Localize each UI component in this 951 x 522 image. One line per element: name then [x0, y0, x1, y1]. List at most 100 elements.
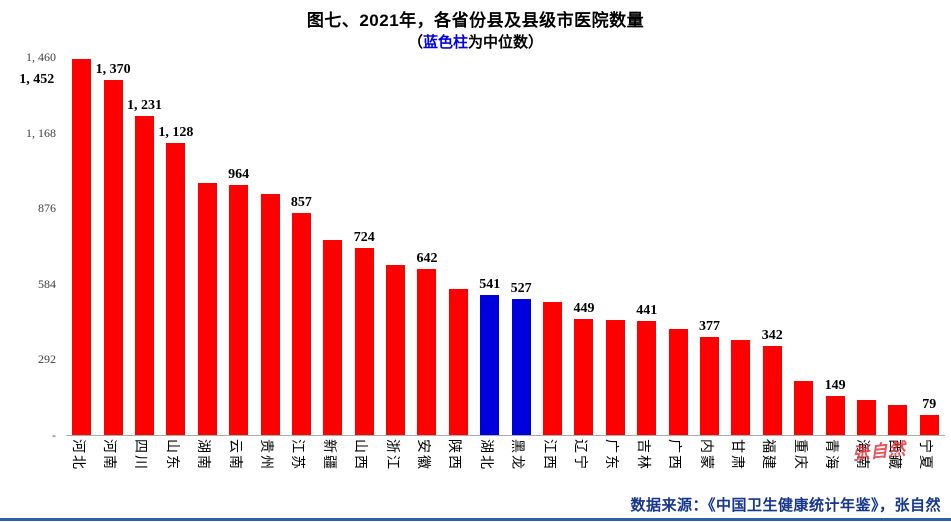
bar-新疆 [323, 239, 343, 435]
x-axis-label-安徽: 安徽 [415, 439, 432, 471]
x-axis-label-内蒙: 内蒙 [698, 439, 715, 471]
x-axis-label-贵州: 贵州 [259, 439, 276, 471]
bar-column-浙江: 浙江 [380, 57, 411, 471]
x-axis-label-广西: 广西 [667, 439, 684, 471]
x-axis-label-湖北: 湖北 [478, 439, 495, 471]
bar-column-黑龙: 527 黑龙 [505, 57, 536, 471]
bar-value-label-河南: 1, 370 [95, 62, 131, 78]
x-axis-label-海南: 海南 [855, 439, 872, 471]
x-axis-label-福建: 福建 [761, 439, 778, 471]
bar-column-新疆: 新疆 [317, 57, 348, 471]
bar-column-四川: 1, 231 四川 [127, 57, 162, 471]
y-axis-tick-1168: 1, 168 [26, 125, 56, 140]
x-axis-label-广东: 广东 [604, 439, 621, 471]
bar-column-青海: 149 青海 [819, 57, 850, 471]
bar-山东: 1, 128 [158, 125, 193, 435]
bar-内蒙: 377 [699, 319, 720, 435]
bar-column-辽宁: 449 辽宁 [568, 57, 599, 471]
y-axis-tick-876: 876 [38, 201, 56, 216]
bar-column-山西: 724 山西 [349, 57, 380, 471]
x-axis-label-青海: 青海 [824, 439, 841, 471]
bar-value-label-内蒙: 377 [699, 319, 720, 335]
x-axis-label-河南: 河南 [102, 439, 119, 471]
bar-广东 [605, 319, 625, 435]
bar-value-label-吉林: 441 [636, 302, 658, 318]
bar-江西 [543, 301, 563, 435]
bar-value-label-山西: 724 [353, 229, 375, 245]
bar-海南 [856, 400, 876, 435]
bar-column-云南: 964 云南 [223, 57, 254, 471]
bar-column-陕西: 陕西 [443, 57, 474, 471]
y-axis-tick-0: - [52, 428, 56, 442]
bar-column-河北: 1, 452 河北 [19, 57, 97, 471]
x-axis-label-宁夏: 宁夏 [918, 439, 935, 471]
bar-河南: 1, 370 [96, 62, 131, 435]
x-axis-label-陕西: 陕西 [447, 439, 464, 471]
bar-column-内蒙: 377 内蒙 [694, 57, 725, 471]
bar-value-label-福建: 342 [761, 328, 783, 344]
bar-西藏 [888, 405, 908, 435]
bar-value-label-辽宁: 449 [573, 300, 595, 316]
chart-subtitle: （蓝色柱为中位数） [0, 31, 951, 52]
subtitle-highlight: 蓝色柱 [422, 34, 468, 51]
bar-column-江苏: 857 江苏 [286, 57, 317, 471]
bar-广西 [668, 329, 688, 435]
bar-value-label-青海: 149 [824, 378, 846, 394]
bar-吉林: 441 [636, 303, 657, 435]
x-axis-label-黑龙: 黑龙 [510, 439, 527, 471]
bar-陕西 [448, 288, 468, 435]
x-axis-label-西藏: 西藏 [886, 439, 903, 471]
bar-value-label-江苏: 857 [290, 195, 312, 211]
bar-column-甘肃: 甘肃 [725, 57, 756, 471]
bar-column-湖南: 湖南 [192, 57, 223, 471]
x-axis-label-吉林: 吉林 [635, 439, 652, 471]
y-axis-tick-1460: 1, 460 [26, 50, 56, 64]
x-axis-label-重庆: 重庆 [792, 439, 809, 471]
chart-title: 图七、2021年，各省份县及县级市医院数量 [306, 11, 645, 30]
bar-column-海南: 海南 [851, 57, 882, 471]
bar-column-福建: 342 福建 [757, 57, 788, 471]
bar-column-重庆: 重庆 [788, 57, 819, 471]
bar-贵州 [260, 194, 280, 435]
bar-column-贵州: 贵州 [254, 57, 285, 471]
bar-value-label-山东: 1, 128 [158, 124, 194, 140]
x-axis-label-山东: 山东 [164, 439, 181, 471]
bar-江苏: 857 [291, 195, 312, 435]
bar-甘肃 [731, 339, 751, 435]
x-axis-label-山西: 山西 [353, 439, 370, 471]
bar-安徽: 642 [416, 251, 437, 435]
x-axis-label-河北: 河北 [70, 439, 87, 471]
bar-重庆 [794, 380, 814, 435]
bar-value-label-河北: 1, 452 [19, 72, 55, 88]
x-axis-line [66, 435, 945, 436]
bar-value-label-云南: 964 [228, 167, 250, 183]
source-note: 数据来源：《中国卫生健康统计年鉴》，张自然 [630, 497, 941, 514]
x-axis-label-云南: 云南 [227, 439, 244, 471]
y-axis-tick-292: 292 [38, 352, 56, 367]
x-axis-label-江西: 江西 [541, 439, 558, 471]
bar-宁夏: 79 [919, 397, 939, 435]
bottom-rule [0, 518, 951, 521]
bar-column-西藏: 西藏 [882, 57, 913, 471]
bar-value-label-四川: 1, 231 [126, 98, 162, 114]
subtitle-open-paren: （ [407, 34, 423, 51]
x-axis-label-浙江: 浙江 [384, 439, 401, 471]
x-axis-label-辽宁: 辽宁 [572, 439, 589, 471]
bar-青海: 149 [825, 378, 846, 435]
bar-黑龙: 527 [511, 281, 532, 435]
bar-column-宁夏: 79 宁夏 [914, 57, 945, 471]
bar-value-label-黑龙: 527 [510, 280, 532, 296]
bar-column-江西: 江西 [537, 57, 568, 471]
x-axis-label-甘肃: 甘肃 [729, 439, 746, 471]
y-axis: 1, 460 1, 168 876 584 292 - [0, 50, 60, 442]
bar-四川: 1, 231 [127, 98, 162, 435]
bar-浙江 [386, 265, 406, 435]
bar-column-安徽: 642 安徽 [411, 57, 442, 471]
x-axis-label-新疆: 新疆 [321, 439, 338, 471]
bar-湖南 [197, 182, 217, 435]
bar-column-山东: 1, 128 山东 [158, 57, 193, 471]
bar-value-label-宁夏: 79 [922, 396, 937, 412]
bar-column-广东: 广东 [600, 57, 631, 471]
bar-column-广西: 广西 [662, 57, 693, 471]
